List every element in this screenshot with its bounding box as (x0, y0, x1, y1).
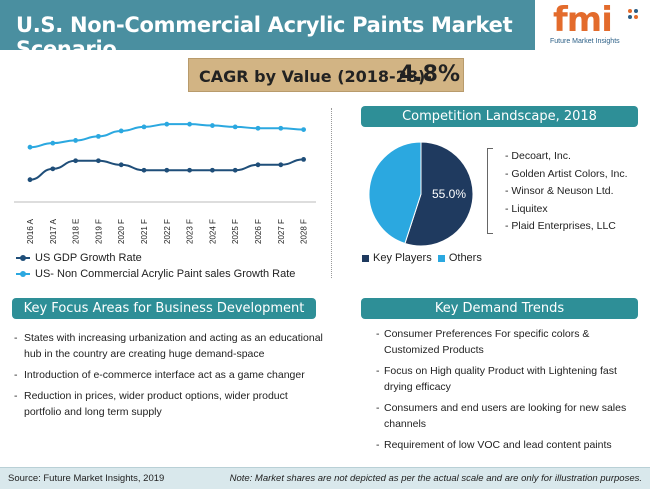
cagr-value: 4.8% (399, 62, 461, 87)
series-1-point-2 (73, 138, 78, 143)
competitor-item: - Winsor & Neuson Ltd. (505, 185, 614, 197)
competition-bracket (487, 148, 493, 234)
legend-others-swatch (437, 254, 445, 262)
demand-list: Consumer Preferences For specific colors… (376, 326, 644, 458)
competitor-item: - Decoart, Inc. (505, 150, 571, 162)
series-1-point-4 (118, 128, 124, 134)
competitor-item: - Liquitex (505, 202, 548, 215)
series-0-point-12 (301, 156, 306, 162)
series-0-point-5 (141, 167, 147, 173)
logo-dots-icon (628, 9, 638, 19)
x-tick-label: 2019 F (94, 219, 103, 244)
footer-bar: Source: Future Market Insights, 2019 Not… (0, 467, 650, 489)
x-tick-label: 2022 F (163, 219, 172, 244)
cagr-box: CAGR by Value (2018-28)- 4.8% (188, 58, 464, 92)
legend-others: Others (448, 252, 482, 264)
list-item: Focus on High quality Product with Light… (376, 363, 644, 395)
x-tick-label: 2024 F (208, 219, 217, 244)
logo-subtitle: Future Market Insights (550, 38, 620, 45)
x-tick-label: 2021 F (140, 219, 149, 244)
pie-legend: Key Players Others (362, 252, 482, 264)
x-tick-label: 2017 A (49, 218, 58, 244)
legend-gdp-label: US GDP Growth Rate (35, 252, 142, 264)
growth-line-chart: 2016 A 2017 A 2018 E 2019 F 2020 F 2021 F 2022… (14, 121, 316, 244)
list-item: Consumer Preferences For specific colors… (376, 326, 644, 358)
legend-key-players: Key Players (373, 252, 432, 264)
section-divider (331, 108, 332, 278)
x-tick-label: 2026 F (254, 219, 263, 244)
x-tick-label: 2020 F (117, 219, 126, 244)
fmi-logo: fmi Future Market Insights (545, 0, 645, 48)
legend-gdp: US GDP Growth Rate (16, 252, 142, 264)
series-line-1 (29, 123, 304, 149)
competition-heading: Competition Landscape, 2018 (361, 106, 638, 127)
series-0-point-7 (187, 167, 193, 173)
list-item: Introduction of e-commerce interface act… (14, 367, 324, 383)
series-1-point-3 (96, 133, 101, 139)
series-0-point-6 (164, 167, 170, 173)
series-1-point-7 (187, 121, 193, 127)
series-1-point-8 (210, 123, 215, 128)
logo-text: fmi (553, 0, 613, 40)
series-1-point-12 (301, 127, 306, 132)
series-1-point-5 (141, 124, 147, 130)
series-1-point-9 (232, 124, 238, 130)
x-tick-label: 2025 F (231, 219, 240, 244)
market-share-pie-chart: 55.0% (368, 141, 474, 247)
focus-list: States with increasing urbanization and … (14, 330, 324, 425)
header-bar: U.S. Non-Commercial Acrylic Paints Marke… (0, 0, 535, 61)
series-1-point-11 (278, 125, 284, 131)
series-0-point-11 (278, 162, 284, 168)
x-tick-label: 2016 A (26, 218, 35, 244)
competitor-item: - Golden Artist Colors, Inc. (505, 167, 628, 180)
legend-paint-marker (16, 270, 30, 278)
series-0-point-1 (50, 166, 56, 172)
legend-gdp-marker (16, 254, 30, 262)
list-item: Requirement of low VOC and lead content … (376, 437, 644, 453)
pie-slice-1 (368, 141, 422, 245)
series-0-point-3 (96, 158, 101, 164)
list-item: Reduction in prices, wider product optio… (14, 388, 324, 420)
series-0-point-0 (27, 177, 33, 183)
cagr-label: CAGR by Value (2018-28)- (199, 67, 432, 86)
series-0-point-9 (232, 167, 238, 173)
focus-heading: Key Focus Areas for Business Development (12, 298, 316, 319)
legend-paint-label: US- Non Commercial Acrylic Paint sales G… (35, 268, 296, 280)
series-1-point-1 (50, 140, 56, 146)
legend-key-players-swatch (362, 254, 369, 262)
series-0-point-4 (118, 162, 124, 168)
x-tick-label: 2018 E (72, 219, 81, 244)
series-1-point-0 (27, 144, 33, 150)
list-item: Consumers and end users are looking for … (376, 400, 644, 432)
demand-heading: Key Demand Trends (361, 298, 638, 319)
series-0-point-10 (255, 162, 261, 168)
series-1-point-6 (164, 121, 170, 127)
page-title: U.S. Non-Commercial Acrylic Paints Marke… (16, 13, 513, 61)
series-1-point-10 (255, 125, 261, 131)
x-tick-label: 2027 F (277, 219, 286, 244)
series-0-point-8 (210, 167, 215, 173)
pie-slice-0 (404, 141, 474, 247)
competitor-item: - Plaid Enterprises, LLC (505, 220, 616, 232)
series-0-point-2 (73, 158, 78, 164)
footer-source: Source: Future Market Insights, 2019 (8, 473, 165, 484)
pie-data-label: 55.0% (432, 187, 466, 201)
x-tick-label: 2028 F (300, 219, 309, 244)
footer-note: Note: Market shares are not depicted as … (229, 473, 642, 484)
x-tick-label: 2023 F (186, 219, 195, 244)
legend-paint: US- Non Commercial Acrylic Paint sales G… (16, 268, 295, 280)
list-item: States with increasing urbanization and … (14, 330, 324, 362)
